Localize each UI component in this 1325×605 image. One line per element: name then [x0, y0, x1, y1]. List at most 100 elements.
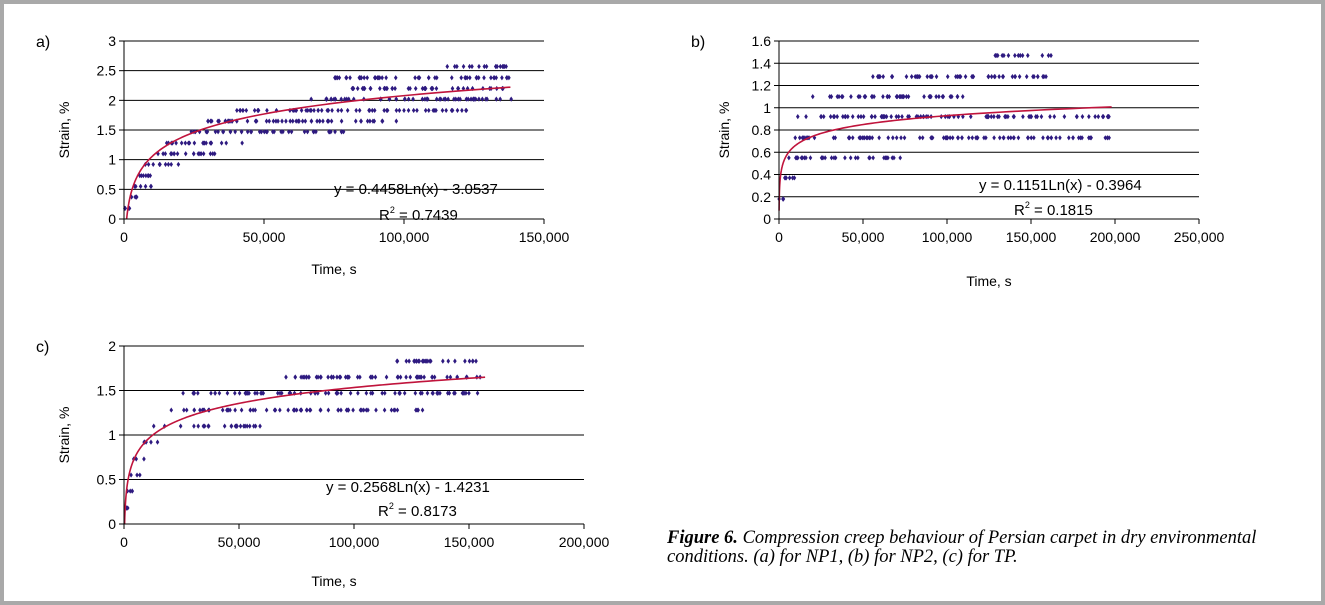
chart-a-point — [484, 96, 488, 102]
chart-c-point — [395, 358, 399, 364]
chart-b-point — [921, 114, 926, 120]
chart-a-point — [455, 107, 460, 114]
chart-b-y-tick-label: 1.4 — [752, 55, 772, 71]
chart-a-point — [216, 129, 220, 135]
chart-c-point — [155, 439, 160, 445]
chart-b-point — [970, 135, 975, 141]
chart-b-point — [1026, 52, 1030, 59]
chart-c-point — [425, 390, 430, 396]
chart-a-point — [326, 107, 331, 114]
chart-a-point — [163, 161, 168, 168]
chart-a-trendline-equation: y = 0.4458Ln(x) - 3.0537 — [334, 181, 498, 198]
chart-a-point — [265, 107, 269, 114]
chart-a-point — [245, 118, 250, 124]
chart-b-point — [857, 135, 862, 141]
chart-b-point — [804, 155, 808, 161]
chart-b-point — [986, 74, 991, 80]
chart-a-point — [469, 96, 473, 102]
chart-a-point — [333, 129, 337, 135]
chart-b-point — [1012, 135, 1016, 141]
chart-a-point — [291, 107, 295, 114]
chart-b-point — [882, 114, 886, 120]
chart-c-point — [428, 358, 433, 364]
chart-a-point — [240, 140, 244, 146]
chart-b-point — [950, 135, 955, 141]
chart-c-x-tick-label: 100,000 — [329, 534, 380, 550]
chart-a-point — [325, 96, 329, 102]
chart-c-point — [192, 390, 197, 396]
chart-a-point — [357, 107, 362, 114]
chart-b-point — [835, 94, 840, 100]
chart-c-point — [446, 358, 451, 364]
chart-b-point — [971, 74, 975, 80]
chart-b-point — [1049, 52, 1053, 59]
chart-a-point — [252, 107, 257, 114]
chart-b-point — [901, 94, 906, 100]
chart-a-point — [339, 129, 344, 135]
chart-b-x-tick-label: 250,000 — [1174, 229, 1225, 245]
chart-a-point — [452, 96, 456, 102]
chart-a-point — [280, 118, 284, 124]
chart-c-point — [213, 390, 218, 396]
chart-a-point — [179, 140, 184, 146]
chart-a-point — [276, 118, 280, 124]
chart-c-point — [453, 358, 457, 364]
chart-c-y-tick-label: 2 — [108, 338, 116, 354]
chart-c-point — [467, 390, 471, 396]
chart-a-point — [197, 129, 202, 135]
chart-c-point — [404, 358, 409, 364]
chart-b-point — [877, 135, 881, 141]
chart-a-point — [394, 107, 399, 114]
chart-a-point — [286, 129, 291, 135]
chart-a-point — [420, 96, 425, 102]
chart-c-point — [258, 423, 262, 429]
chart-a-y-axis-title: Strain, % — [56, 102, 72, 159]
chart-b-point — [1087, 114, 1091, 120]
chart-b-point — [902, 135, 907, 141]
chart-c-point — [348, 390, 353, 396]
chart-a-point — [302, 129, 307, 135]
chart-b-point — [1034, 114, 1038, 120]
chart-c-point — [463, 358, 467, 364]
chart-a-point — [464, 107, 469, 114]
chart-a-point — [296, 118, 301, 124]
chart-b-point — [956, 135, 960, 141]
chart-a-r2-value: = 0.7439 — [395, 207, 458, 224]
chart-b-point — [1016, 135, 1021, 141]
chart-b-point — [1013, 74, 1017, 80]
chart-a-point — [241, 107, 245, 114]
chart-a-point — [480, 96, 485, 102]
chart-b-point — [1025, 135, 1030, 141]
chart-c-point — [335, 374, 339, 380]
chart-b-point — [916, 74, 920, 80]
chart-c-point — [329, 374, 334, 380]
chart-b-point — [783, 175, 787, 181]
chart-b-point — [925, 74, 930, 80]
chart-b-point — [960, 135, 964, 141]
chart-c-point — [222, 423, 227, 429]
chart-b-point — [1093, 114, 1097, 120]
chart-c-point — [384, 374, 389, 380]
chart-b-point — [1020, 52, 1025, 59]
chart-a-point — [244, 107, 249, 114]
chart-a-point — [368, 118, 372, 124]
chart-b-point — [1101, 114, 1106, 120]
chart-a-point — [211, 151, 215, 157]
chart-a-point — [461, 63, 466, 70]
chart-a-point — [482, 75, 486, 81]
chart-a-point — [267, 118, 272, 124]
chart-b-point — [1062, 114, 1067, 120]
chart-c-point — [229, 423, 234, 429]
chart-b-point — [955, 94, 960, 100]
chart-a-point — [372, 118, 377, 124]
chart-c-point — [304, 407, 309, 413]
chart-a-point — [411, 107, 416, 114]
chart-b-point — [881, 74, 886, 80]
chart-a-point — [265, 129, 269, 135]
chart-b-point — [1000, 74, 1005, 80]
chart-c-point — [196, 423, 201, 429]
chart-c-point — [178, 423, 183, 429]
chart-b-point — [868, 155, 872, 161]
chart-b-point — [918, 135, 922, 141]
chart-a-point — [463, 75, 467, 81]
